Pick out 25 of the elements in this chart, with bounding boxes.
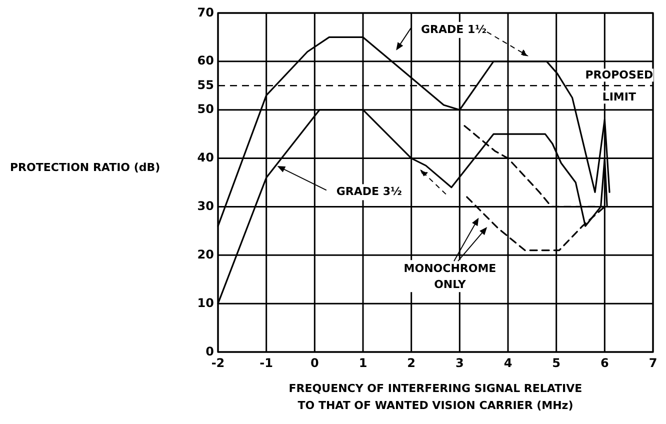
x-tick-label: 6 (600, 356, 609, 370)
x-tick-label: -2 (211, 356, 225, 370)
y-tick-label: 10 (197, 296, 214, 310)
x-tick-label: 2 (407, 356, 416, 370)
y-tick-label: 20 (197, 247, 214, 262)
y-tick-label: 60 (197, 54, 214, 68)
y-tick-label: 50 (197, 102, 214, 116)
x-tick-label: -1 (260, 356, 274, 370)
y-axis-title: PROTECTION RATIO (dB) (10, 160, 160, 174)
x-tick-label: 1 (358, 356, 368, 370)
y-tick-label: 55 (197, 78, 214, 92)
ref-line-label: PROPOSED LIMIT (585, 68, 654, 104)
x-tick-label: 3 (455, 356, 464, 370)
x-tick-label: 0 (310, 356, 319, 370)
text: GRADE 1½ (421, 22, 487, 36)
annotation: MONOCHROME ONLY (404, 262, 496, 292)
text: GRADE 3½ (336, 185, 402, 198)
x-axis-title: FREQUENCY OF INTERFERING SIGNAL RELATIVE TO THAT OF WANTED VISION CARRIER (MHz) (288, 382, 582, 412)
y-tick-label: 70 (197, 5, 214, 20)
y-tick-label: 40 (197, 150, 214, 165)
x-tick-label: 5 (552, 356, 561, 370)
y-tick-label: 0 (206, 344, 214, 358)
y-tick-label: 30 (197, 198, 214, 213)
x-tick-label: 7 (648, 356, 658, 370)
x-tick-label: 4 (504, 356, 512, 370)
